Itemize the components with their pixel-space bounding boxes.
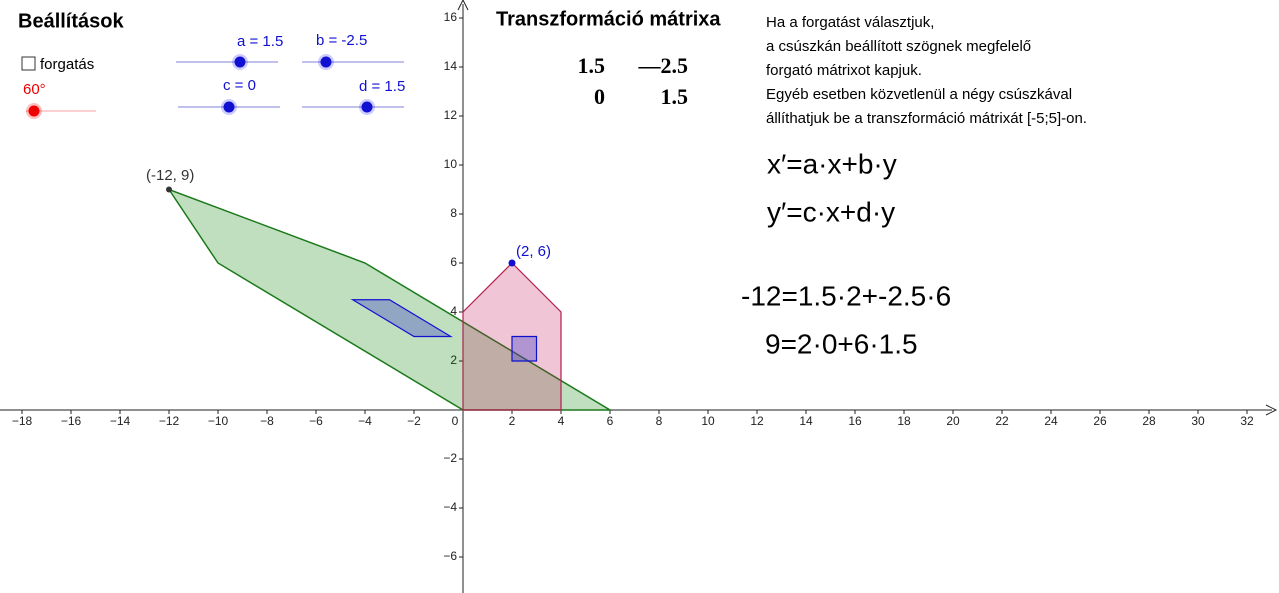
square [511, 335, 538, 362]
x-tick-label: 26 [1093, 414, 1107, 428]
formula: y′=c·x+d·y [767, 196, 895, 227]
x-tick-label: 28 [1142, 414, 1156, 428]
y-tick-label: 10 [444, 157, 458, 171]
formula: x′=a·x+b·y [767, 148, 897, 179]
description-line: Egyéb esetben közvetlenül a négy csúszká… [766, 86, 1072, 103]
x-tick-label: −6 [309, 414, 323, 428]
point[interactable] [508, 259, 516, 267]
x-tick-label: 20 [946, 414, 960, 428]
slider-knob[interactable] [28, 105, 40, 117]
x-arrow [1265, 404, 1278, 416]
x-tick-label: 12 [750, 414, 764, 428]
x-tick-label: 32 [1240, 414, 1254, 428]
settings-title: Beállítások [18, 10, 124, 32]
y-tick-label: 4 [450, 304, 457, 318]
y-tick-label: 12 [444, 108, 458, 122]
y-tick-label: 6 [450, 255, 457, 269]
description-line: állíthatjuk be a transzformáció mátrixát… [766, 110, 1087, 127]
x-tick-label: 8 [656, 414, 663, 428]
point-label: (-12, 9) [146, 167, 194, 184]
x-tick-label: 0 [452, 414, 459, 428]
x-tick-label: −2 [407, 414, 421, 428]
x-tick-label: −8 [260, 414, 274, 428]
matrix-cell: —2.5 [638, 53, 689, 78]
x-tick-label: −10 [208, 414, 229, 428]
x-tick-label: 10 [701, 414, 715, 428]
x-tick-label: −14 [110, 414, 131, 428]
slider-knob[interactable] [234, 56, 246, 68]
checkbox[interactable] [21, 56, 36, 71]
description-line: a csúszkán beállított szögnek megfelelő [766, 38, 1031, 55]
angle-label: 60° [23, 81, 46, 98]
x-tick-label: 14 [799, 414, 813, 428]
y-tick-label: 2 [450, 353, 457, 367]
x-tick-label: 18 [897, 414, 911, 428]
slider-label: b = -2.5 [316, 32, 367, 49]
x-tick-label: 24 [1044, 414, 1058, 428]
x-tick-label: 30 [1191, 414, 1205, 428]
slider-knob[interactable] [223, 101, 235, 113]
slider-label: c = 0 [223, 77, 256, 94]
point[interactable] [166, 186, 172, 193]
equation: -12=1.5·2+-2.5·6 [741, 280, 951, 311]
x-tick-label: −18 [12, 414, 33, 428]
slider-label: d = 1.5 [359, 78, 405, 95]
point-label: (2, 6) [516, 243, 551, 260]
y-tick-label: 14 [444, 59, 458, 73]
x-tick-label: −12 [159, 414, 180, 428]
y-tick-label: −2 [443, 451, 457, 465]
matrix-cell: 1.5 [661, 84, 689, 109]
checkbox-label[interactable]: forgatás [40, 56, 94, 73]
matrix-title: Transzformáció mátrixa [496, 8, 721, 30]
x-tick-label: −4 [358, 414, 372, 428]
x-tick-label: 2 [509, 414, 516, 428]
y-tick-label: −6 [443, 549, 457, 563]
y-tick-label: 16 [444, 10, 458, 24]
x-tick-label: 4 [558, 414, 565, 428]
equation: 9=2·0+6·1.5 [765, 328, 918, 359]
description-line: forgató mátrixot kapjuk. [766, 62, 922, 79]
matrix-cell: 1.5 [578, 53, 606, 78]
description-line: Ha a forgatást választjuk, [766, 14, 934, 31]
y-tick-label: 8 [450, 206, 457, 220]
x-tick-label: 16 [848, 414, 862, 428]
y-tick-label: −4 [443, 500, 457, 514]
slider-knob[interactable] [361, 101, 373, 113]
slider-label: a = 1.5 [237, 33, 283, 50]
x-tick-label: −16 [61, 414, 82, 428]
x-tick-label: 6 [607, 414, 614, 428]
slider-knob[interactable] [320, 56, 332, 68]
matrix-cell: 0 [594, 84, 605, 109]
parallelogram [350, 299, 453, 338]
y-arrow [457, 0, 469, 11]
x-tick-label: 22 [995, 414, 1009, 428]
